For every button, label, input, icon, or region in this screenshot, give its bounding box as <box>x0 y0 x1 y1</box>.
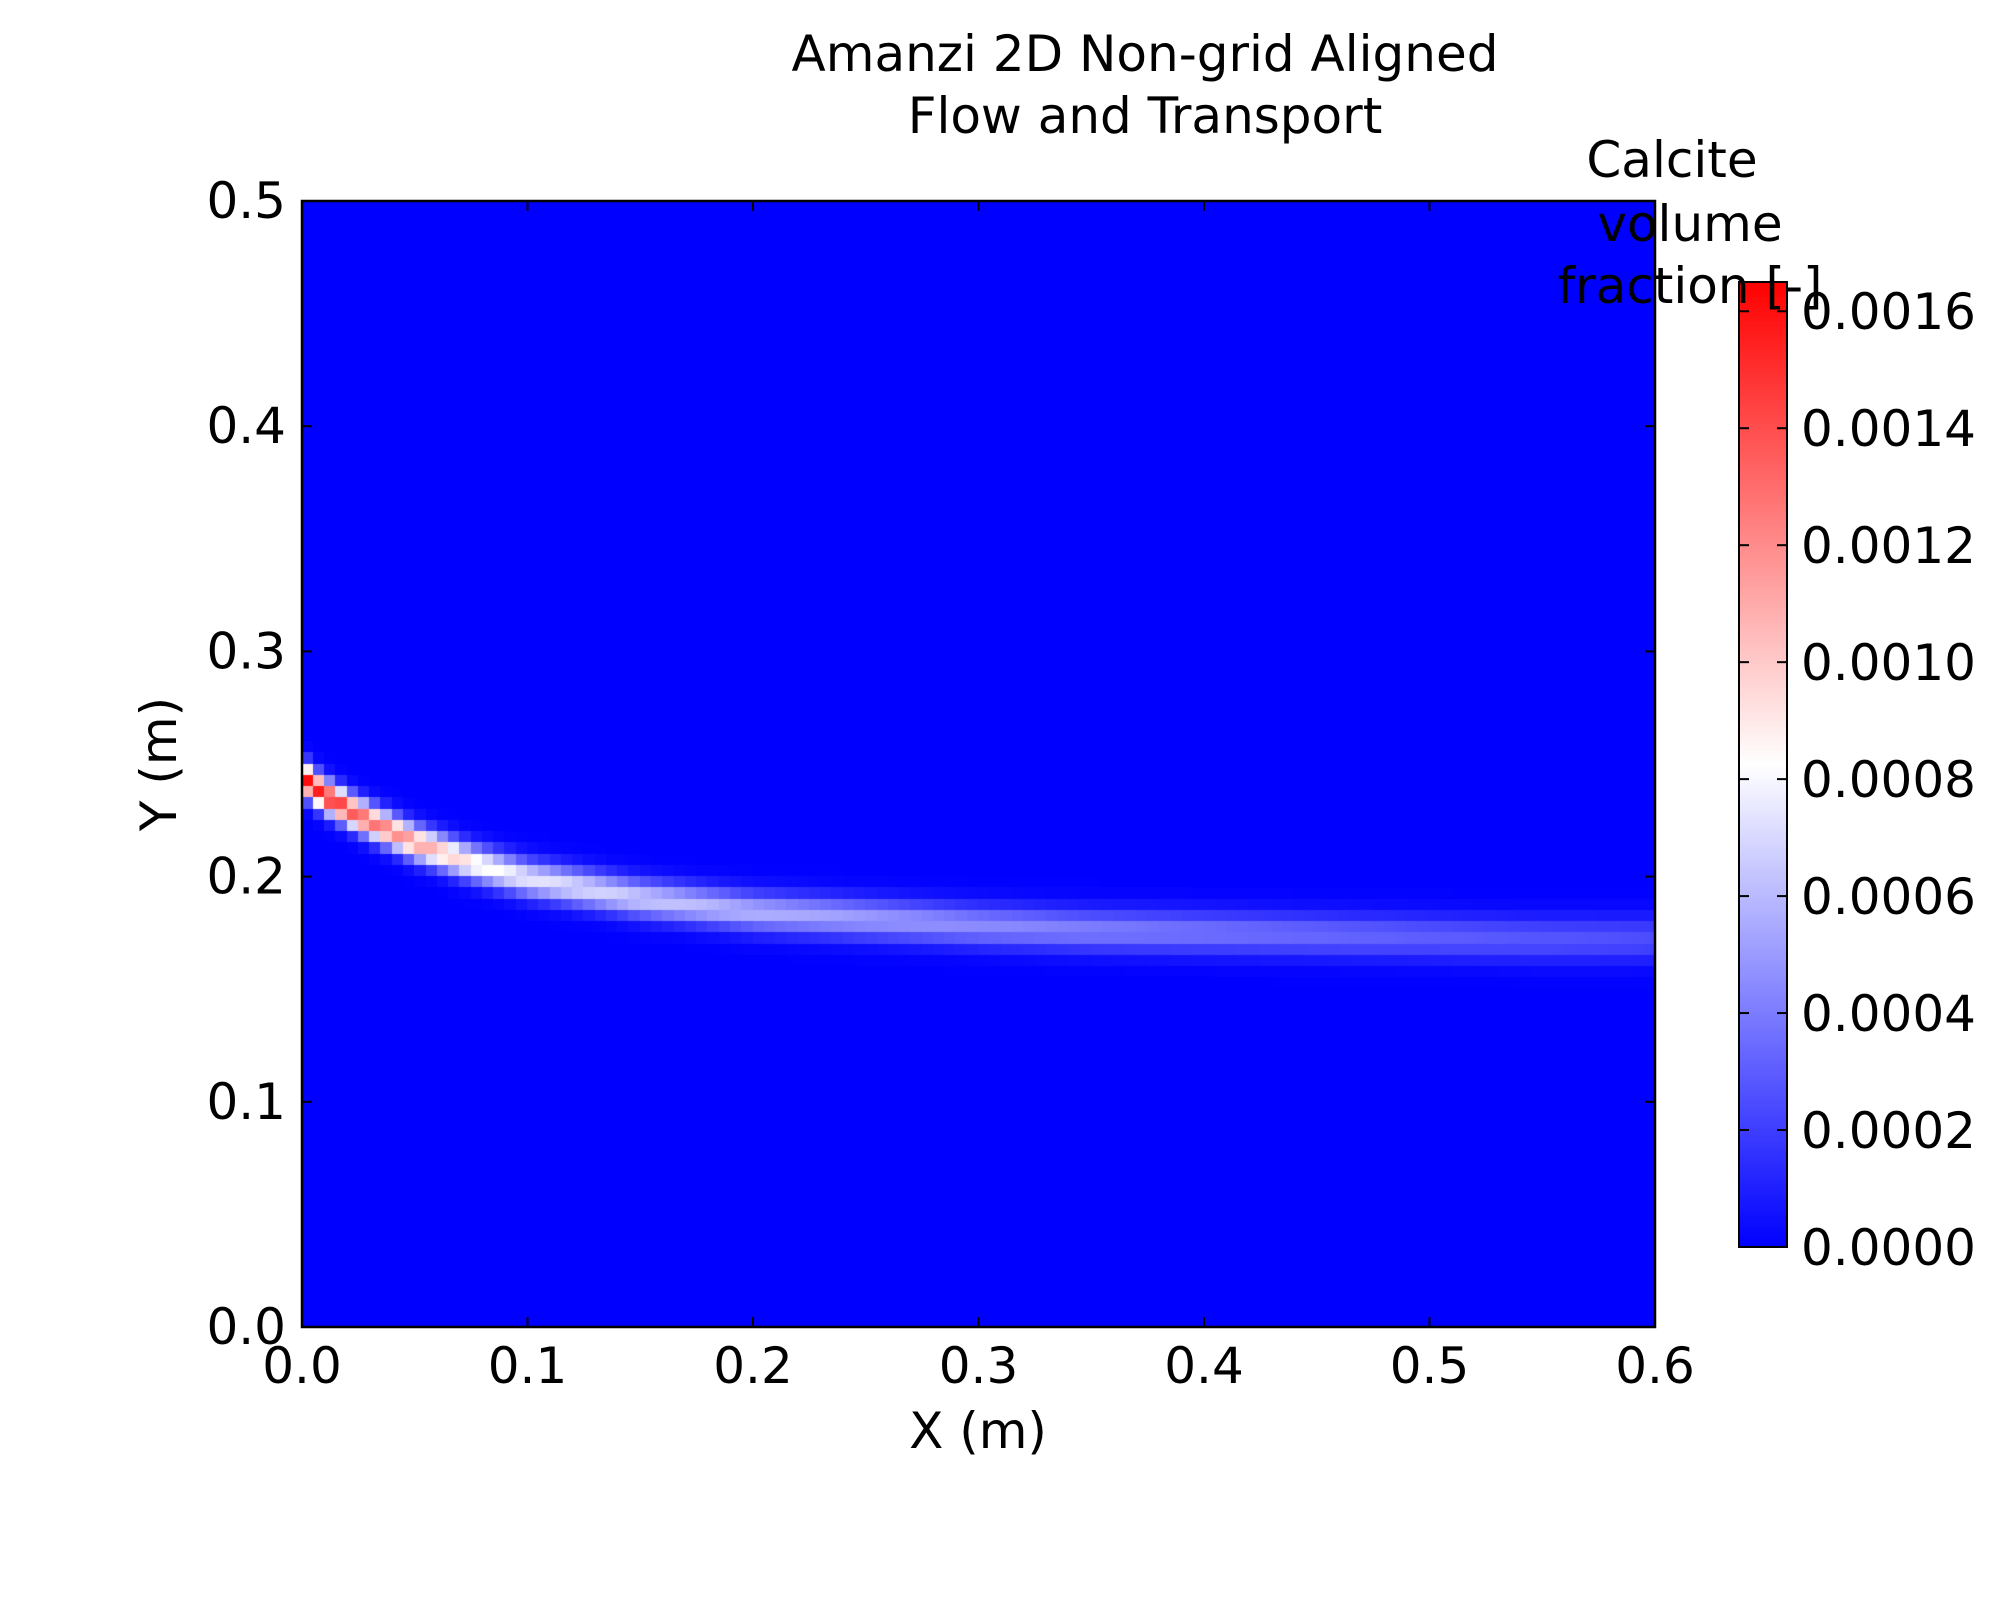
colorbar-tick-label: 0.0016 <box>1801 283 1976 341</box>
x-tick-label: 0.3 <box>939 1337 1019 1395</box>
y-tick-label: 0.2 <box>206 848 286 906</box>
chart-title-line-1: Amanzi 2D Non-grid Aligned <box>792 25 1499 83</box>
x-axis-ticks: 0.0 0.1 0.2 0.3 0.4 0.5 0.6 <box>262 201 1695 1395</box>
y-tick-label: 0.5 <box>206 172 286 230</box>
y-tick-label: 0.4 <box>206 397 286 455</box>
y-tick-label: 0.0 <box>206 1298 286 1356</box>
x-tick-label: 0.2 <box>713 1337 793 1395</box>
x-tick-label: 0.1 <box>488 1337 568 1395</box>
y-tick-label: 0.1 <box>206 1073 286 1131</box>
colorbar-tick-label: 0.0012 <box>1801 517 1976 575</box>
colorbar-label: Calcite volume fraction [-] <box>1557 131 1822 315</box>
colorbar-bar <box>1739 282 1787 1247</box>
colorbar-tick-label: 0.0010 <box>1801 634 1976 692</box>
colorbar-tick-label: 0.0002 <box>1801 1102 1976 1160</box>
colorbar-tick-label: 0.0014 <box>1801 400 1976 458</box>
x-axis-label: X (m) <box>909 1402 1047 1460</box>
colorbar-ticks: 0.0000 0.0002 0.0004 0.0006 0.0008 0.0010 0.00… <box>1739 283 1976 1277</box>
colorbar: 0.0000 0.0002 0.0004 0.0006 0.0008 0.0010 0.00… <box>1557 131 1975 1277</box>
colorbar-tick-label: 0.0006 <box>1801 868 1976 926</box>
heatmap-field <box>302 201 1655 1327</box>
colorbar-tick-label: 0.0004 <box>1801 985 1976 1043</box>
chart-title-line-2: Flow and Transport <box>908 87 1383 145</box>
y-tick-label: 0.3 <box>206 622 286 680</box>
colorbar-label-line-3: fraction [-] <box>1557 257 1822 315</box>
colorbar-frame <box>1738 281 1788 1248</box>
plot-area: 0.0 0.1 0.2 0.3 0.4 0.5 0.6 0.0 0.1 0.2 0.3 0.4 0.5 <box>206 172 1694 1395</box>
colorbar-label-line-1: Calcite <box>1586 131 1757 189</box>
y-axis-label: Y (m) <box>130 697 188 832</box>
x-tick-label: 0.6 <box>1615 1337 1695 1395</box>
colorbar-label-line-2: volume <box>1597 195 1782 253</box>
heatmap-field-container <box>302 201 1655 1327</box>
colorbar-tick-label: 0.0000 <box>1801 1219 1976 1277</box>
y-axis-ticks: 0.0 0.1 0.2 0.3 0.4 0.5 <box>206 172 1655 1356</box>
x-tick-label: 0.0 <box>262 1337 342 1395</box>
chart-title: Amanzi 2D Non-grid Aligned Flow and Tran… <box>792 25 1499 145</box>
x-tick-label: 0.5 <box>1390 1337 1470 1395</box>
x-tick-label: 0.4 <box>1164 1337 1244 1395</box>
colorbar-tick-label: 0.0008 <box>1801 751 1976 809</box>
